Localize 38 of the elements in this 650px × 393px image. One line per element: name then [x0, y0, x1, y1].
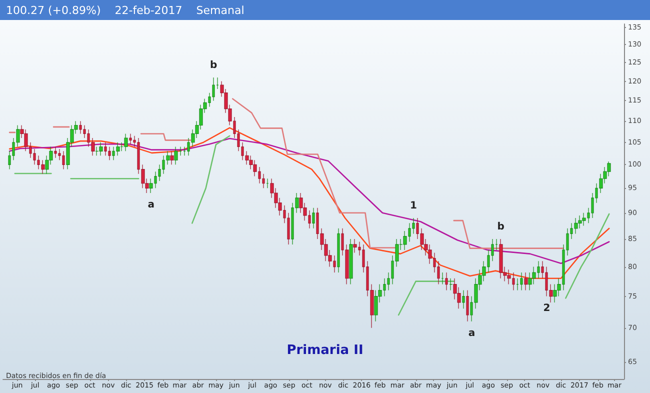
candlestick	[79, 120, 82, 134]
candlestick	[499, 238, 503, 279]
candlestick	[266, 178, 269, 188]
annotation: a	[148, 199, 154, 210]
line-series	[8, 138, 610, 264]
annotation: 1	[410, 200, 417, 212]
candlestick	[99, 142, 103, 156]
candlestick	[441, 272, 444, 285]
candlestick	[95, 146, 99, 156]
candlestick	[54, 146, 57, 158]
candlestick	[312, 208, 315, 229]
candlestick	[124, 133, 128, 152]
annotation: b	[210, 60, 218, 71]
candlestick	[449, 278, 453, 291]
candlestick	[129, 133, 132, 145]
candlestick	[41, 160, 45, 174]
text: Primaria II	[286, 343, 364, 358]
candlestick	[337, 228, 340, 273]
candlestick	[353, 238, 357, 254]
annotation: b	[497, 222, 504, 233]
candlestick	[116, 142, 120, 156]
candlestick	[466, 290, 469, 322]
candlestick	[462, 290, 465, 309]
text: 22-feb-2017	[114, 4, 182, 16]
candlestick	[520, 272, 523, 291]
line-series	[8, 127, 610, 280]
text: 100.27 (+0.89%)	[6, 4, 101, 16]
annotation: a	[468, 328, 476, 339]
annotation: 2	[543, 302, 550, 314]
candlestick	[170, 150, 174, 165]
candlestick	[62, 150, 65, 170]
candlestick	[108, 146, 111, 160]
candlestick	[104, 142, 107, 156]
candlestick	[524, 272, 528, 291]
candlestick	[445, 272, 448, 291]
candlestick	[349, 238, 353, 285]
text: Semanal	[196, 4, 244, 16]
candlestick	[174, 146, 178, 165]
